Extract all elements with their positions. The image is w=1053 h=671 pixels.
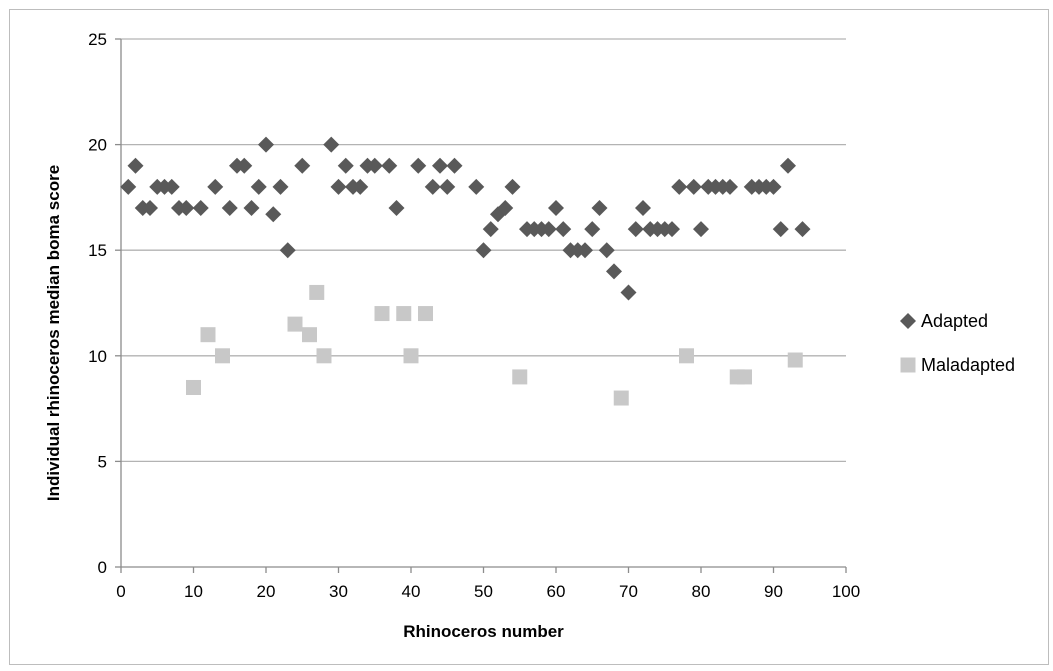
y-tick-label: 20 (88, 136, 107, 155)
adapted-point (497, 199, 514, 216)
legend: Adapted Maladapted (900, 311, 1015, 375)
maladapted-point (613, 390, 629, 406)
x-tick-label: 70 (619, 582, 638, 601)
x-tick-label: 50 (474, 582, 493, 601)
maladapted-point (512, 369, 528, 385)
adapted-point (410, 157, 427, 174)
adapted-point (250, 178, 267, 195)
adapted-point (620, 284, 637, 301)
maladapted-point (679, 348, 694, 364)
adapted-point (664, 221, 680, 238)
adapted-point (446, 157, 463, 174)
maladapted-point (309, 284, 325, 300)
adapted-point (606, 263, 622, 280)
adapted-point (381, 157, 398, 174)
adapted-point (432, 157, 448, 174)
maladapted-point (302, 327, 317, 343)
adapted-point (555, 221, 572, 238)
y-tick-label: 15 (88, 241, 107, 260)
adapted-point (584, 221, 601, 238)
legend-label-maladapted: Maladapted (921, 355, 1015, 375)
adapted-point (439, 178, 456, 195)
adapted-point (323, 136, 340, 153)
y-tick-label: 10 (88, 347, 107, 366)
x-tick-label: 10 (184, 582, 203, 601)
adapted-point (722, 178, 738, 195)
scatter-chart: 0 5 10 15 20 25 0 10 20 30 40 50 60 70 80 90 100 Adapted… (44, 30, 1015, 641)
adapted-point (772, 221, 789, 238)
maladapted-point (396, 306, 412, 322)
adapted-point (279, 242, 296, 259)
adapted-point (163, 178, 180, 195)
adapted-point (272, 178, 289, 195)
legend-label-adapted: Adapted (921, 311, 988, 331)
adapted-point (504, 178, 521, 195)
y-tick-label: 0 (98, 558, 107, 577)
adapted-point (127, 157, 144, 174)
adapted-point (192, 199, 209, 216)
adapted-point (366, 157, 383, 174)
x-tick-label: 30 (329, 582, 348, 601)
adapted-point (388, 199, 405, 216)
adapted-point (265, 206, 282, 223)
maladapted-point (287, 316, 303, 332)
maladapted-point (215, 348, 230, 364)
x-tick-label: 40 (402, 582, 421, 601)
adapted-point (635, 199, 651, 216)
adapted-point (780, 157, 796, 174)
x-axis-title: Rhinoceros number (403, 622, 564, 641)
adapted-point (627, 221, 644, 238)
maladapted-point (186, 379, 201, 395)
y-tick-label: 5 (98, 452, 107, 471)
maladapted-point (403, 348, 419, 364)
adapted-point (548, 199, 564, 216)
adapted-point (142, 199, 158, 216)
adapted-point (207, 178, 224, 195)
y-axis-title: Individual rhinoceros median boma score (44, 165, 63, 501)
adapted-point (221, 199, 238, 216)
adapted-point (337, 157, 354, 174)
adapted-point (294, 157, 311, 174)
adapted-point (482, 221, 499, 238)
adapted-point (424, 178, 441, 195)
adapted-point (243, 199, 260, 216)
maladapted-point (737, 369, 752, 385)
adapted-point (330, 178, 347, 195)
chart-frame: 0 5 10 15 20 25 0 10 20 30 40 50 60 70 80 90 100 Adapted… (9, 9, 1049, 665)
legend-marker-maladapted (900, 357, 916, 373)
x-tick-label: 60 (547, 582, 566, 601)
maladapted-point (200, 327, 216, 343)
y-tick-label: 25 (88, 30, 107, 49)
adapted-point (671, 178, 688, 195)
x-tick-label: 90 (764, 582, 783, 601)
adapted-point (765, 178, 782, 195)
axes: 0 5 10 15 20 25 0 10 20 30 40 50 60 70 80 90 100 (88, 30, 860, 601)
adapted-point (540, 221, 557, 238)
adapted-point (178, 199, 195, 216)
maladapted-point (418, 306, 433, 322)
adapted-point (693, 221, 709, 238)
maladapted-point (787, 352, 803, 368)
adapted-point (258, 136, 274, 153)
x-tick-label: 80 (692, 582, 711, 601)
data-points (120, 136, 811, 406)
adapted-point (577, 242, 593, 259)
adapted-point (685, 178, 702, 195)
adapted-point (236, 157, 253, 174)
x-tick-label: 20 (257, 582, 276, 601)
adapted-point (120, 178, 137, 195)
legend-marker-adapted (900, 313, 916, 329)
adapted-point (591, 199, 608, 216)
maladapted-point (316, 348, 332, 364)
adapted-point (794, 221, 811, 238)
adapted-point (352, 178, 369, 195)
x-tick-label: 100 (832, 582, 860, 601)
adapted-point (468, 178, 485, 195)
adapted-point (598, 242, 615, 259)
maladapted-point (374, 306, 390, 322)
adapted-point (475, 242, 492, 259)
x-tick-label: 0 (116, 582, 125, 601)
